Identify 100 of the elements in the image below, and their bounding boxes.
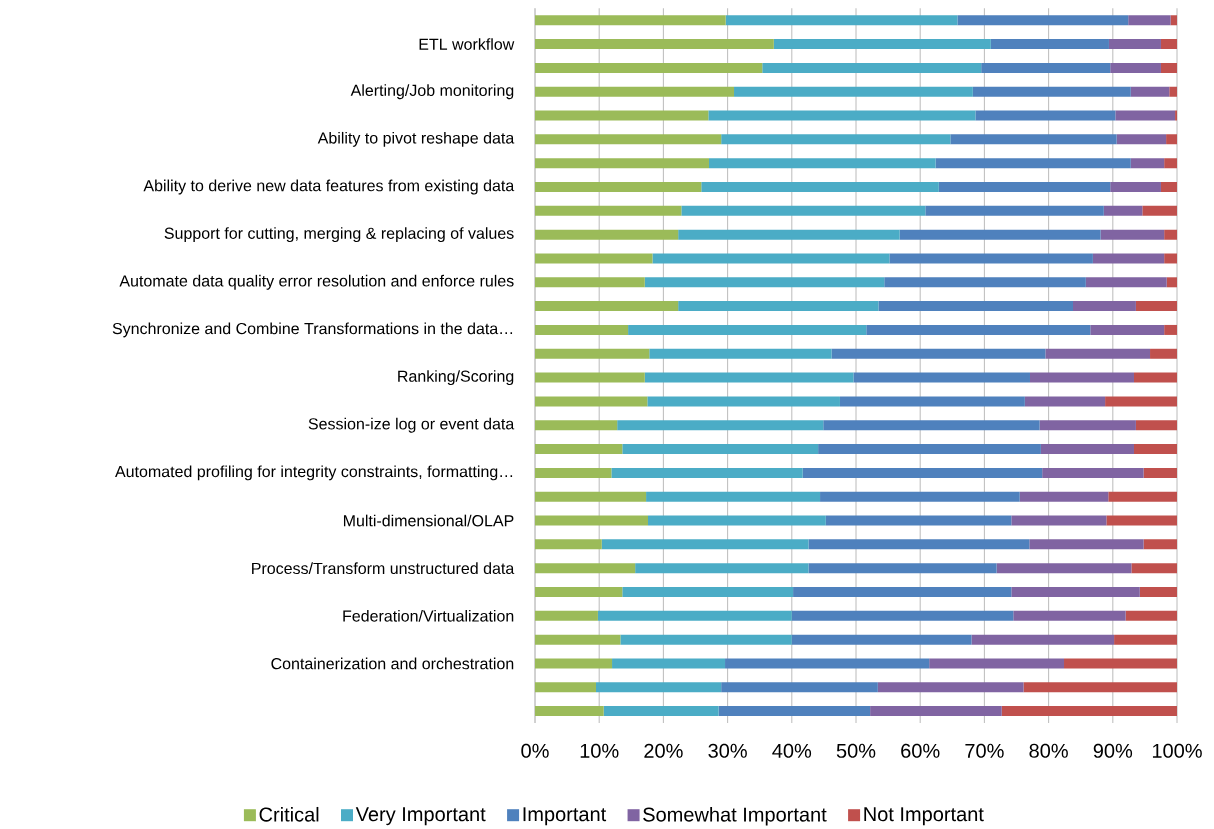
bar	[635, 563, 809, 574]
bar	[773, 39, 991, 50]
y-tick-label: Ability to derive new data features from existing data	[143, 179, 515, 195]
bar	[622, 586, 794, 597]
bar	[535, 158, 709, 169]
bar	[1166, 277, 1177, 288]
y-tick-label: Multi-dimensional/OLAP	[343, 514, 514, 527]
bar	[1106, 515, 1177, 526]
bar	[535, 706, 604, 717]
bar	[595, 682, 722, 693]
y-tick-label: Federation/Virtualization	[343, 609, 514, 622]
bar	[701, 182, 939, 193]
x-tick-label: 70%	[965, 743, 1004, 758]
bar	[725, 15, 958, 26]
bar	[823, 420, 1040, 431]
bar	[628, 324, 867, 335]
legend-label: Not Important	[864, 807, 984, 826]
bar	[1029, 539, 1144, 550]
bar	[1100, 229, 1165, 240]
bar	[535, 372, 645, 383]
bar	[1115, 110, 1176, 121]
y-tick-label: Containerization and orchestration	[271, 657, 514, 670]
bar	[535, 539, 602, 550]
bar	[535, 610, 598, 621]
bar	[535, 134, 722, 145]
bar	[1164, 158, 1177, 169]
bar	[1023, 682, 1177, 693]
bar	[647, 515, 826, 526]
bar	[762, 62, 982, 73]
bar	[791, 610, 1014, 621]
bar	[1013, 610, 1126, 621]
y-tick-label: Automate data quality error resolution and enforce rules	[119, 274, 514, 290]
bar	[644, 372, 854, 383]
bar	[802, 467, 1043, 478]
y-tick-label: ETL workflow	[419, 38, 515, 50]
bar	[1169, 86, 1177, 97]
bar	[1143, 467, 1177, 478]
bar	[734, 86, 973, 97]
bar	[1170, 15, 1177, 26]
x-tick-label: 20%	[644, 743, 683, 758]
bar	[818, 444, 1041, 455]
bar	[1064, 658, 1177, 669]
bar	[957, 15, 1129, 26]
bar	[1110, 182, 1161, 193]
bar	[899, 229, 1101, 240]
bar	[708, 158, 936, 169]
bar	[1085, 277, 1167, 288]
y-tick-label: Session-ize log or event data	[308, 417, 515, 433]
bar	[647, 396, 840, 407]
bar	[935, 158, 1131, 169]
bar	[535, 39, 774, 50]
bar	[535, 634, 621, 645]
bar	[611, 467, 803, 478]
bar	[535, 86, 735, 97]
bar	[535, 491, 647, 502]
bar	[603, 706, 719, 717]
bar	[1110, 62, 1161, 73]
bar	[1019, 491, 1109, 502]
bar	[721, 682, 878, 693]
bar	[831, 348, 1046, 359]
bar	[622, 444, 819, 455]
bar	[535, 253, 653, 264]
bar	[678, 301, 879, 312]
bar	[718, 706, 871, 717]
bar	[825, 515, 1012, 526]
bar	[535, 15, 726, 26]
bar	[535, 515, 648, 526]
bar	[938, 182, 1111, 193]
bar	[1160, 62, 1177, 73]
bar	[1143, 539, 1177, 550]
bar	[1142, 205, 1177, 216]
legend-label: Somewhat Important	[643, 806, 827, 826]
bar	[1114, 634, 1177, 645]
bar	[1103, 205, 1143, 216]
bar	[535, 396, 648, 407]
x-tick-label: 0%	[521, 743, 549, 758]
bar	[1166, 134, 1177, 145]
bar	[1039, 420, 1136, 431]
bar	[866, 324, 1091, 335]
bar	[808, 539, 1030, 550]
bar	[535, 658, 613, 669]
bar	[535, 277, 645, 288]
bar	[1164, 253, 1177, 264]
bar	[1164, 324, 1177, 335]
bar	[1040, 444, 1134, 455]
bar	[884, 277, 1086, 288]
bar	[1024, 396, 1106, 407]
bar	[1108, 39, 1161, 50]
legend-label: Critical	[259, 806, 319, 822]
bar	[535, 563, 636, 574]
bar	[1090, 324, 1165, 335]
bar	[1133, 372, 1177, 383]
bar	[981, 62, 1111, 73]
x-tick-label: 30%	[708, 743, 747, 758]
bar	[990, 39, 1109, 50]
bar	[839, 396, 1025, 407]
bar	[1092, 253, 1165, 264]
bar	[1150, 348, 1177, 359]
legend-label: Important	[523, 807, 607, 826]
y-tick-label: Ranking/Scoring	[398, 370, 514, 386]
